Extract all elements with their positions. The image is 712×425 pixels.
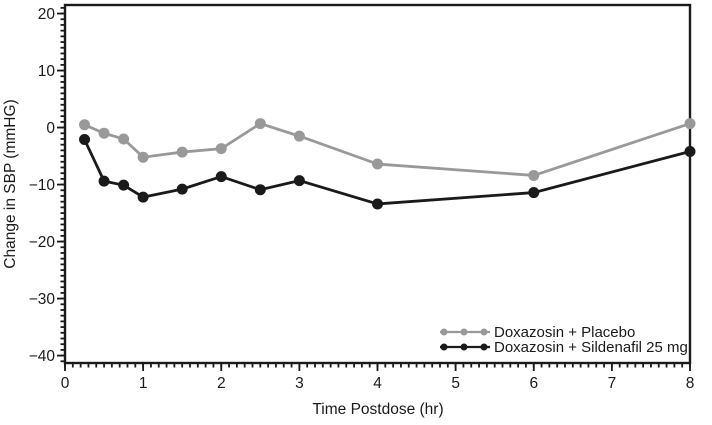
legend-item-doxazosin-sildenafil: Doxazosin + Sildenafil 25 mg — [440, 339, 688, 356]
x-tick-label: 7 — [608, 375, 617, 392]
series-marker-doxazosin-sildenafil-25-mg — [137, 191, 149, 203]
series-marker-doxazosin-placebo — [372, 158, 383, 170]
data-series-layer — [79, 118, 696, 210]
legend-label-doxazosin-sildenafil: Doxazosin + Sildenafil 25 mg — [494, 339, 688, 356]
y-tick-label: −10 — [29, 177, 56, 194]
x-tick-label: 0 — [61, 375, 70, 392]
series-marker-doxazosin-sildenafil-25-mg — [293, 175, 305, 187]
x-tick-label: 4 — [373, 375, 382, 392]
series-marker-doxazosin-placebo — [137, 151, 149, 163]
legend-dot — [480, 343, 488, 351]
series-line-doxazosin-sildenafil-25-mg — [83, 138, 691, 206]
series-marker-doxazosin-sildenafil-25-mg — [684, 146, 696, 158]
legend-dot — [460, 343, 468, 351]
y-tick-label: 0 — [46, 120, 55, 137]
legend-dot — [460, 328, 468, 336]
series-marker-doxazosin-placebo — [254, 118, 266, 130]
series-marker-doxazosin-placebo — [118, 133, 130, 145]
series-marker-doxazosin-placebo — [528, 169, 540, 181]
legend-item-doxazosin-placebo: Doxazosin + Placebo — [440, 324, 635, 341]
legend-marker-line-dots-black — [440, 343, 490, 351]
y-tick-label: −20 — [29, 234, 56, 251]
series-marker-doxazosin-sildenafil-25-mg — [215, 171, 227, 183]
x-tick-label: 2 — [217, 375, 226, 392]
plot-frame — [63, 3, 692, 365]
series-marker-doxazosin-placebo — [293, 130, 305, 142]
x-tick-label: 1 — [139, 375, 148, 392]
series-marker-doxazosin-sildenafil-25-mg — [176, 183, 188, 195]
series-marker-doxazosin-sildenafil-25-mg — [528, 187, 540, 199]
legend-dot — [440, 328, 448, 336]
x-tick-label: 5 — [451, 375, 460, 392]
legend-dot — [480, 328, 488, 336]
x-tick-label: 8 — [686, 375, 695, 392]
series-marker-doxazosin-placebo — [215, 143, 227, 155]
series-marker-doxazosin-sildenafil-25-mg — [118, 179, 130, 191]
y-tick-label: 20 — [38, 6, 56, 23]
x-tick-label: 3 — [295, 375, 304, 392]
y-tick-label: −30 — [29, 291, 56, 308]
series-marker-doxazosin-placebo — [684, 118, 696, 130]
series-marker-doxazosin-placebo — [176, 146, 188, 158]
legend-label-doxazosin-placebo: Doxazosin + Placebo — [494, 324, 635, 341]
x-tick-label: 6 — [529, 375, 538, 392]
y-tick-label: −40 — [29, 348, 56, 365]
series-line-doxazosin-placebo — [83, 122, 691, 177]
legend-dot — [440, 343, 448, 351]
series-marker-doxazosin-sildenafil-25-mg — [372, 198, 383, 210]
x-axis-title: Time Postdose (hr) — [312, 401, 443, 418]
y-axis-title: Change in SBP (mmHG) — [2, 99, 19, 268]
y-tick-label: 10 — [38, 63, 56, 80]
series-marker-doxazosin-placebo — [98, 127, 110, 139]
series-marker-doxazosin-placebo — [79, 119, 91, 131]
series-marker-doxazosin-sildenafil-25-mg — [98, 175, 110, 187]
legend-marker-line-dots-gray — [440, 328, 490, 336]
series-marker-doxazosin-sildenafil-25-mg — [254, 184, 266, 196]
series-marker-doxazosin-sildenafil-25-mg — [79, 134, 91, 146]
legend: Doxazosin + Placebo Doxazosin + Sildenaf… — [440, 324, 688, 356]
